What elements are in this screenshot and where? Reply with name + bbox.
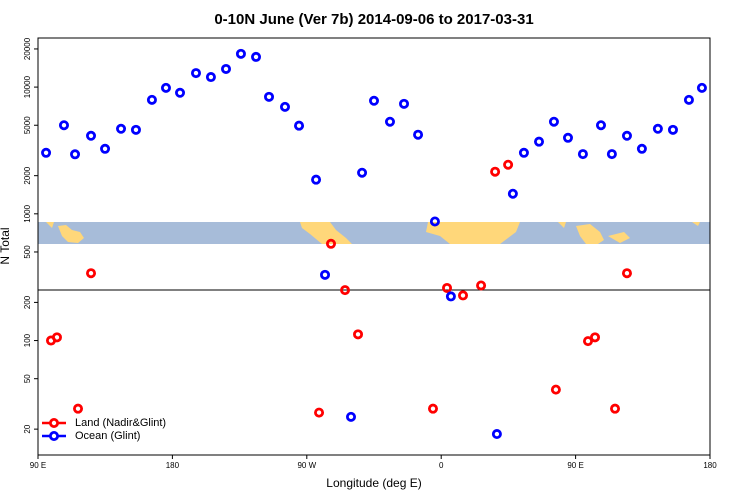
- chart-title: 0-10N June (Ver 7b) 2014-09-06 to 2017-0…: [214, 11, 533, 28]
- legend-marker: [49, 430, 60, 441]
- legend-label: Land (Nadir&Glint): [75, 417, 166, 429]
- point: [636, 143, 647, 154]
- point: [621, 268, 632, 279]
- point: [667, 124, 678, 135]
- point: [320, 269, 331, 280]
- point: [458, 290, 469, 301]
- map-strip: [38, 222, 710, 244]
- x-tick-label: 0: [439, 461, 444, 470]
- point: [279, 101, 290, 112]
- point: [311, 174, 322, 185]
- point: [445, 291, 456, 302]
- point: [550, 384, 561, 395]
- point: [51, 332, 62, 343]
- point: [70, 149, 81, 160]
- point: [340, 285, 351, 296]
- point: [683, 94, 694, 105]
- point: [503, 159, 514, 170]
- point: [346, 411, 357, 422]
- point: [429, 216, 440, 227]
- point: [235, 48, 246, 59]
- point: [413, 129, 424, 140]
- x-tick-label: 180: [166, 461, 180, 470]
- point: [399, 98, 410, 109]
- legend-marker: [49, 417, 60, 428]
- point: [353, 329, 364, 340]
- point: [427, 403, 438, 414]
- y-axis-label: N Total: [0, 227, 12, 264]
- point: [562, 132, 573, 143]
- point: [368, 95, 379, 106]
- y-tick-label: 100: [23, 333, 32, 347]
- point: [621, 130, 632, 141]
- point: [251, 51, 262, 62]
- x-tick-label: 90 E: [567, 461, 583, 470]
- point: [294, 120, 305, 131]
- point: [534, 136, 545, 147]
- point: [590, 332, 601, 343]
- point: [100, 143, 111, 154]
- point: [146, 94, 157, 105]
- x-tick-label: 90 W: [297, 461, 316, 470]
- x-tick-label: 90 E: [30, 461, 46, 470]
- point: [582, 336, 593, 347]
- point: [73, 403, 84, 414]
- y-tick-label: 20: [23, 424, 32, 433]
- point: [610, 403, 621, 414]
- point: [507, 188, 518, 199]
- point: [190, 68, 201, 79]
- y-tick-label: 10000: [23, 75, 32, 98]
- point: [175, 87, 186, 98]
- point: [86, 268, 97, 279]
- y-tick-label: 200: [23, 295, 32, 309]
- point: [442, 282, 453, 293]
- legend-label: Ocean (Glint): [75, 430, 140, 442]
- point: [490, 166, 501, 177]
- point: [595, 120, 606, 131]
- point: [130, 124, 141, 135]
- point: [606, 149, 617, 160]
- point: [221, 63, 232, 74]
- y-tick-label: 20000: [23, 37, 32, 60]
- point: [548, 116, 559, 127]
- point: [577, 149, 588, 160]
- point: [696, 82, 707, 93]
- point: [491, 429, 502, 440]
- y-tick-label: 500: [23, 245, 32, 259]
- x-tick-label: 180: [703, 461, 717, 470]
- point: [518, 147, 529, 158]
- point: [160, 82, 171, 93]
- y-tick-label: 2000: [23, 166, 32, 184]
- y-tick-label: 50: [23, 374, 32, 383]
- y-tick-label: 5000: [23, 116, 32, 134]
- point: [116, 123, 127, 134]
- point: [652, 123, 663, 134]
- point: [384, 116, 395, 127]
- point: [476, 280, 487, 291]
- point: [86, 130, 97, 141]
- point: [357, 167, 368, 178]
- point: [325, 238, 336, 249]
- point: [264, 91, 275, 102]
- point: [205, 72, 216, 83]
- x-axis-label: Longitude (deg E): [326, 476, 421, 490]
- plot-frame: [37, 37, 711, 456]
- point: [58, 120, 69, 131]
- point: [314, 407, 325, 418]
- point: [41, 147, 52, 158]
- y-tick-label: 1000: [23, 204, 32, 222]
